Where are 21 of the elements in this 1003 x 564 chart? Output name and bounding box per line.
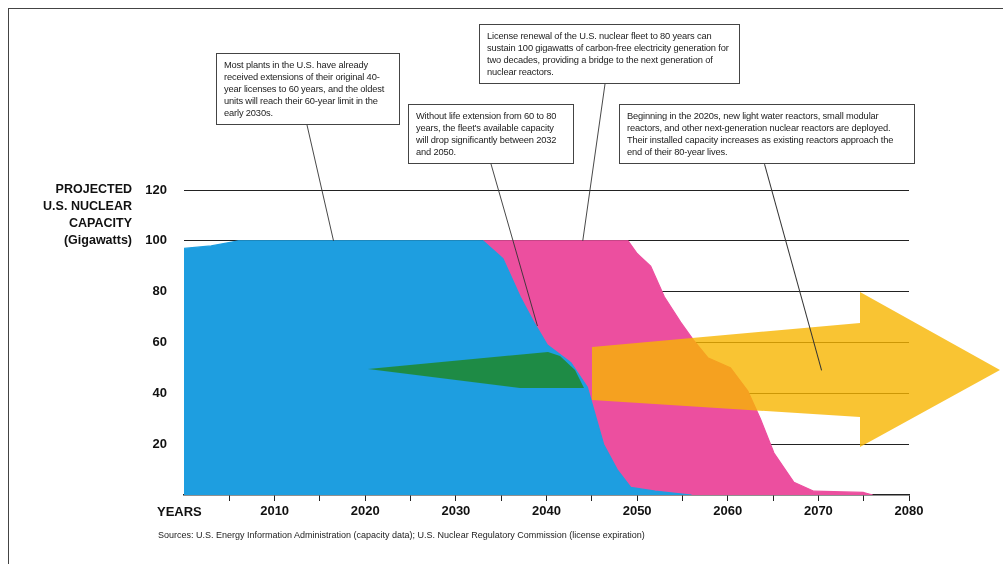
x-tick-label: 2060 bbox=[713, 503, 743, 519]
y-tick-label: 40 bbox=[152, 384, 167, 400]
annotation: Most plants in the U.S. have already received extensions of their original 40-year licenses to 60 years, and the oldest units will reach their 60-year limit in the early 2030s. bbox=[216, 53, 400, 125]
source-note: Sources: U.S. Energy Information Administration (capacity data); U.S. Nuclear Regulatory Commission (license expiration) bbox=[158, 530, 645, 540]
x-axis-title: YEARS bbox=[157, 504, 202, 519]
annotation: Without life extension from 60 to 80 years, the fleet's available capacity will drop significantly between 2032 and 2050. bbox=[408, 104, 574, 164]
y-tick-label: 60 bbox=[152, 334, 167, 350]
y-tick-label: 80 bbox=[152, 283, 167, 299]
x-tick-label: 2040 bbox=[532, 503, 561, 519]
y-tick-label: 120 bbox=[145, 181, 167, 197]
y-tick-label: 20 bbox=[152, 435, 167, 451]
y-tick-label: 100 bbox=[145, 232, 167, 248]
x-tick-label: 2070 bbox=[803, 503, 833, 519]
annotation: License renewal of the U.S. nuclear fleet to 80 years can sustain 100 gigawatts of carbon-free electricity generation for two decades, providing a bridge to the next generation of nuclear reactors. bbox=[479, 24, 740, 84]
text: Beginning in the 2020s, new light water reactors, small modular reactors, and other next-generation nuclear reactors are deployed. Their installed capacity increases as existing reactors approach the end of their 80-year lives. bbox=[619, 104, 915, 164]
x-tick-label: 2080 bbox=[894, 503, 924, 519]
x-tick-label: 2050 bbox=[622, 503, 652, 519]
y-axis-title: PROJECTED U.S. NUCLEAR CAPACITY (Gigawatts) bbox=[42, 181, 132, 249]
x-tick-label: 2030 bbox=[441, 503, 471, 519]
x-tick-label: 2010 bbox=[260, 503, 290, 519]
x-tick-label: 2020 bbox=[350, 503, 380, 519]
